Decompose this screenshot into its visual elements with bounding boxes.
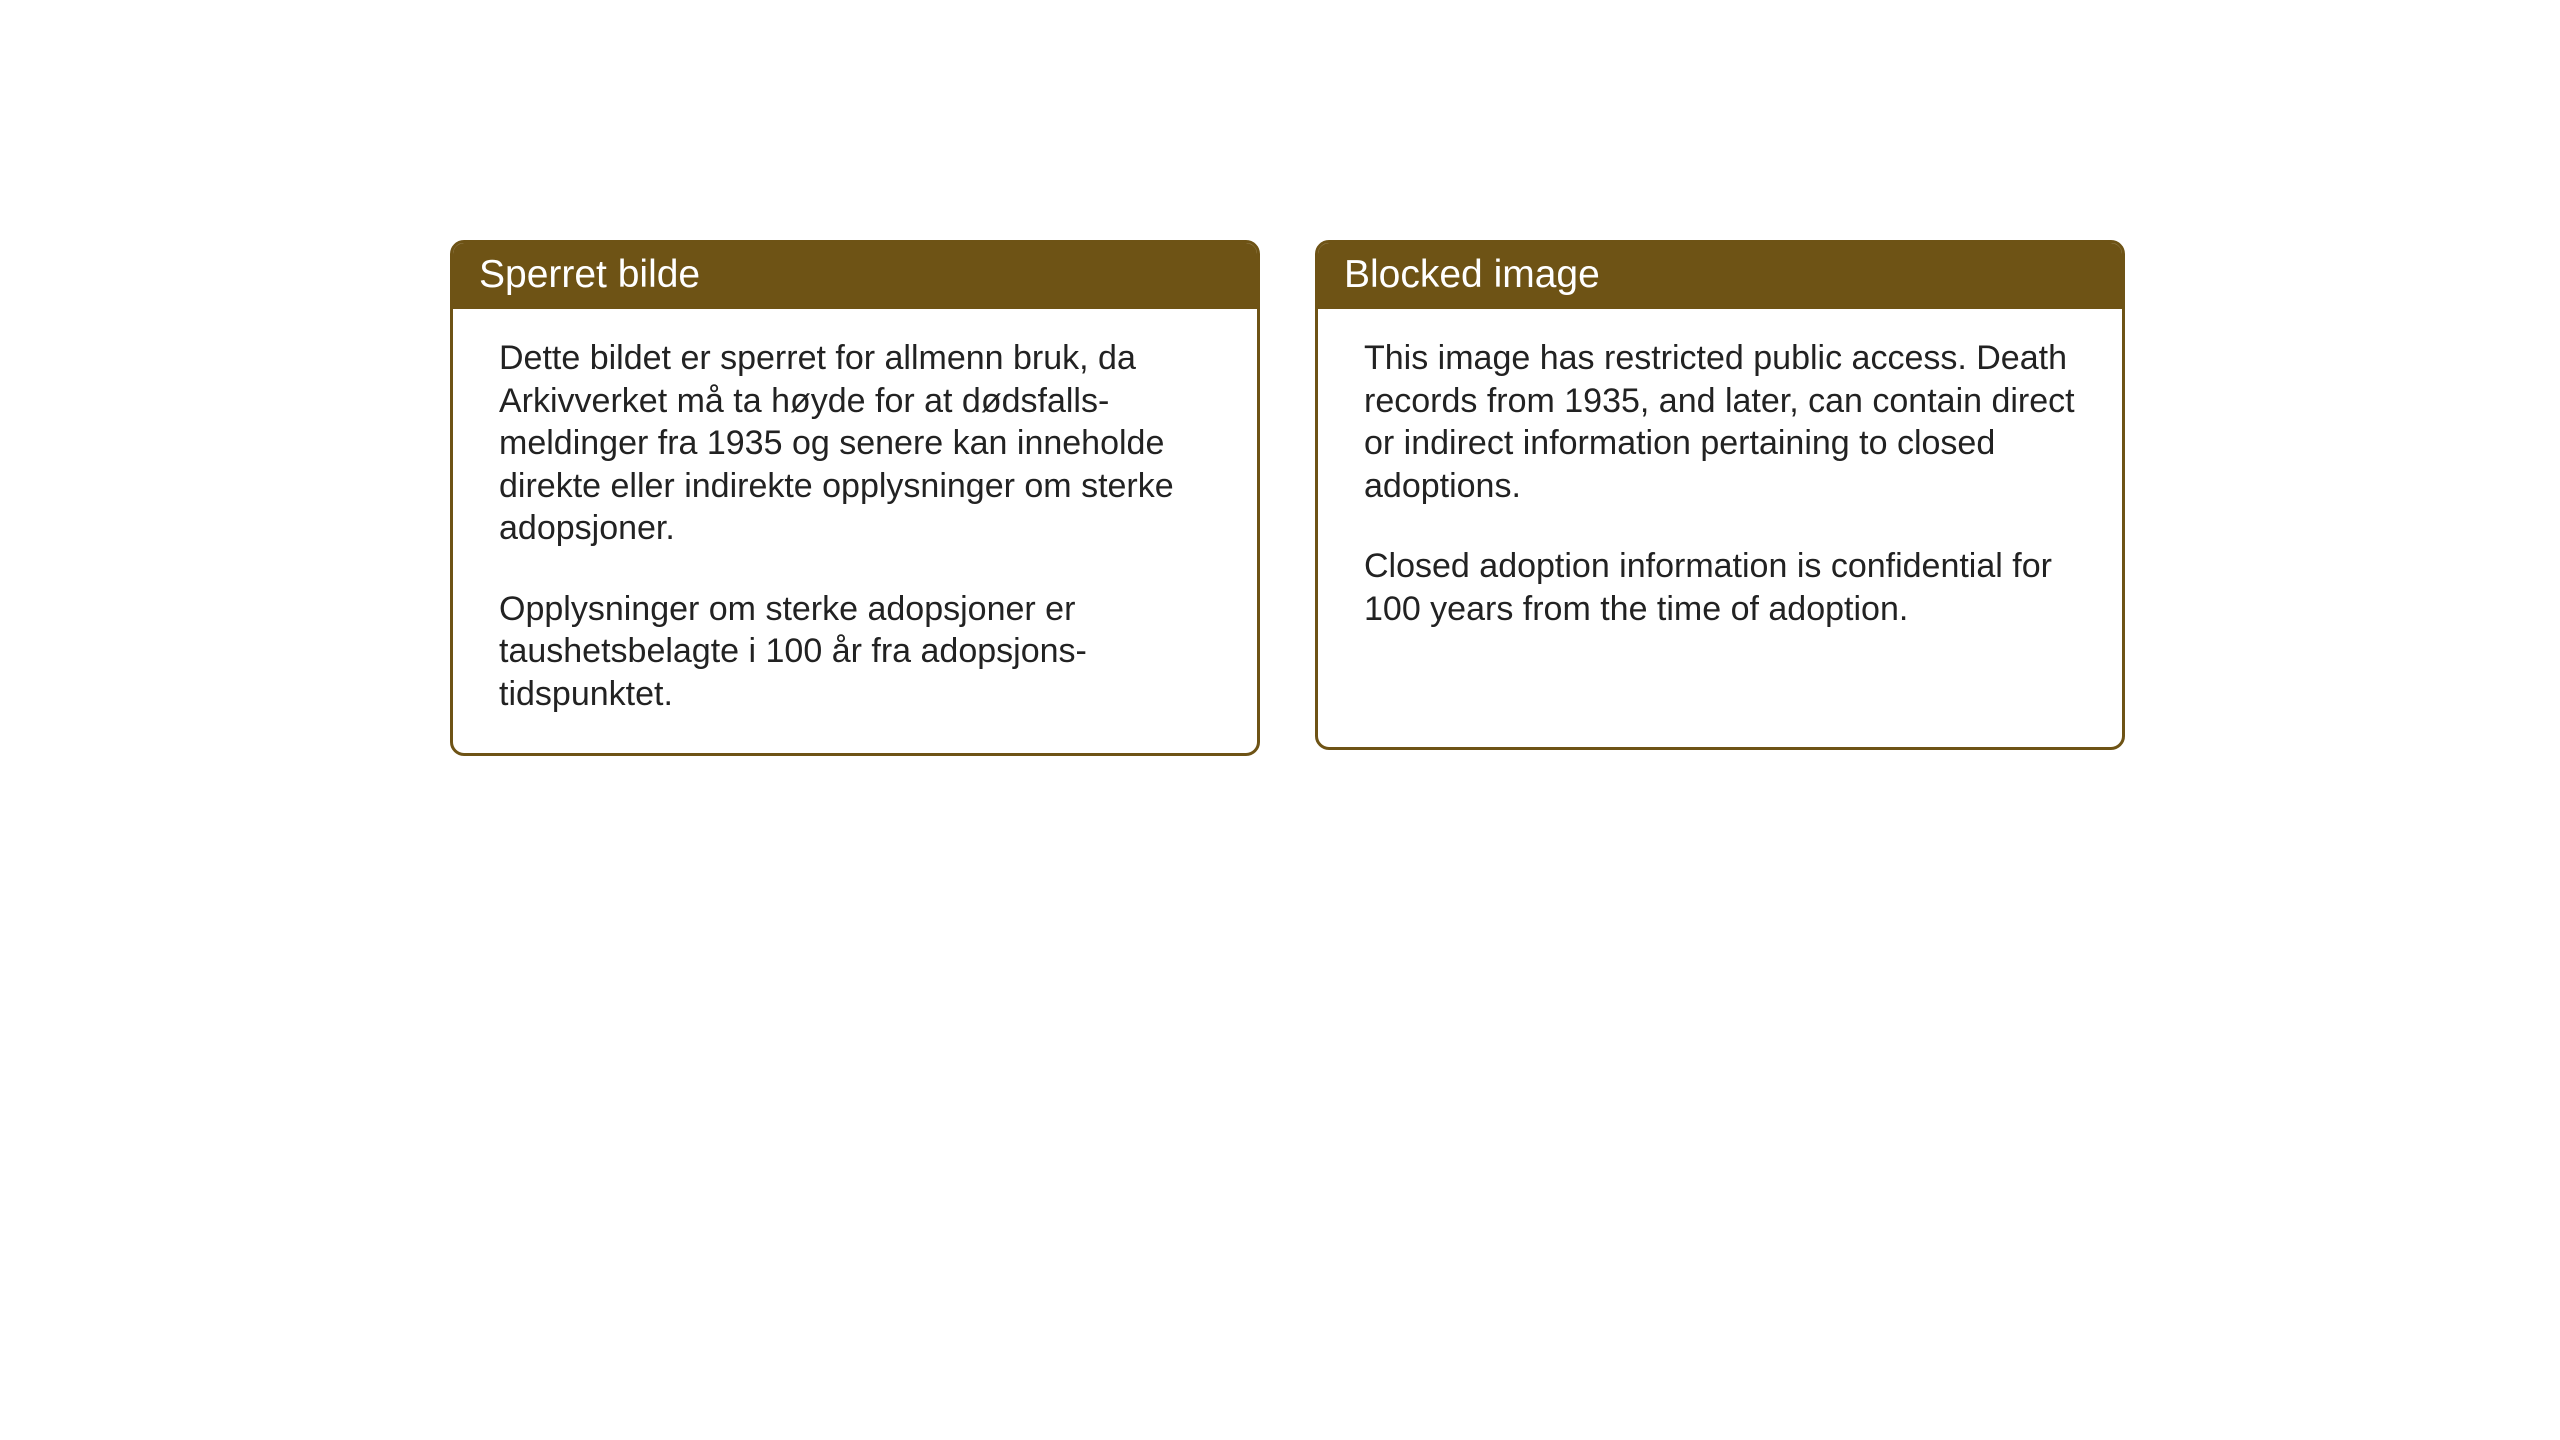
- notice-paragraph-2-no: Opplysninger om sterke adopsjoner er tau…: [499, 588, 1211, 716]
- notice-paragraph-2-en: Closed adoption information is confident…: [1364, 545, 2076, 630]
- notice-paragraph-1-no: Dette bildet er sperret for allmenn bruk…: [499, 337, 1211, 550]
- notice-container: Sperret bilde Dette bildet er sperret fo…: [450, 240, 2125, 756]
- notice-header-english: Blocked image: [1318, 243, 2122, 309]
- notice-body-norwegian: Dette bildet er sperret for allmenn bruk…: [453, 309, 1257, 753]
- notice-header-norwegian: Sperret bilde: [453, 243, 1257, 309]
- notice-paragraph-1-en: This image has restricted public access.…: [1364, 337, 2076, 507]
- notice-body-english: This image has restricted public access.…: [1318, 309, 2122, 668]
- notice-box-english: Blocked image This image has restricted …: [1315, 240, 2125, 750]
- notice-box-norwegian: Sperret bilde Dette bildet er sperret fo…: [450, 240, 1260, 756]
